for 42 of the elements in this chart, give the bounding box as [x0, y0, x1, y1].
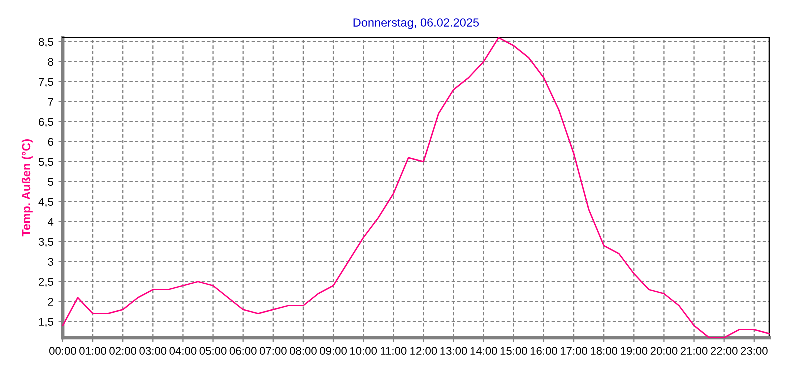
x-tick-label: 17:00 [560, 347, 588, 356]
x-tick-label: 18:00 [591, 347, 618, 356]
x-tick-label: 19:00 [621, 347, 648, 356]
y-tick-label: 4,5 [38, 198, 54, 208]
x-tick-label: 11:00 [381, 347, 407, 356]
y-tick-label: 5,5 [38, 158, 54, 168]
x-tick-label: 14:00 [470, 347, 498, 356]
x-tick-label: 03:00 [140, 347, 167, 356]
y-tick-label: 1,5 [39, 318, 54, 328]
y-axis-title: Temp. Außen (°C) [22, 140, 33, 237]
x-tick-label: 06:00 [230, 347, 257, 356]
x-tick-label: 22:00 [710, 347, 738, 356]
x-tick-label: 12:00 [410, 347, 438, 356]
line-series [62, 37, 770, 339]
x-tick-label: 16:00 [530, 347, 558, 356]
y-tick-label: 7 [48, 98, 54, 106]
x-tick-label: 10:00 [350, 347, 378, 356]
x-tick-label: 21:00 [680, 347, 708, 356]
chart-title: Donnerstag, 06.02.2025 [354, 18, 480, 30]
y-tick-label: 7,5 [39, 78, 54, 88]
y-tick-label: 2 [48, 298, 54, 306]
x-tick-label: 01:00 [80, 347, 106, 356]
y-tick-label: 3 [48, 258, 54, 266]
x-tick-label: 15:00 [500, 347, 528, 356]
x-tick-label: 02:00 [110, 347, 137, 356]
y-tick-label: 6,5 [39, 118, 54, 128]
x-tick-label: 23:00 [741, 347, 768, 356]
x-tick-label: 04:00 [170, 347, 197, 356]
y-tick-label: 3,5 [38, 238, 54, 248]
y-tick-label: 8,5 [38, 38, 54, 48]
y-tick-label: 2,5 [39, 278, 54, 288]
x-tick-label: 09:00 [320, 347, 347, 356]
y-tick-label: 4 [48, 218, 54, 226]
x-tick-label: 13:00 [440, 347, 468, 356]
x-tick-label: 20:00 [650, 347, 678, 356]
y-tick-label: 8 [48, 58, 54, 66]
x-tick-label: 07:00 [260, 347, 287, 356]
x-tick-label: 00:00 [49, 347, 76, 356]
x-tick-label: 05:00 [200, 347, 227, 356]
y-tick-label: 5 [48, 178, 54, 186]
x-tick-label: 08:00 [290, 347, 317, 356]
y-tick-label: 6 [48, 138, 54, 146]
